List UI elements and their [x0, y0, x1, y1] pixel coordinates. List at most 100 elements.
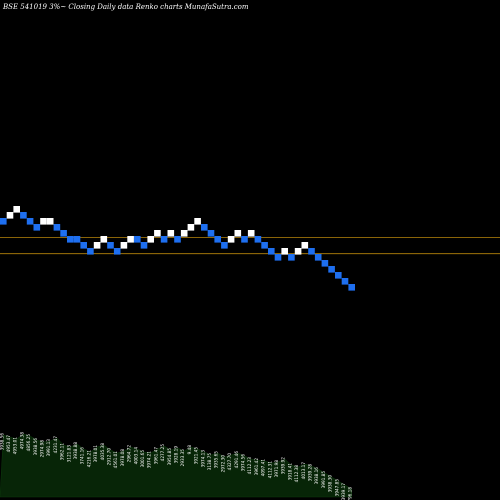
volume-label: 2964.72 [127, 445, 132, 463]
renko-brick [328, 266, 335, 273]
renko-brick [67, 236, 74, 243]
volume-label: 3939.28 [308, 464, 313, 482]
renko-brick [113, 248, 121, 255]
volume-label: 3961.47 [153, 447, 158, 465]
renko-brick [180, 230, 188, 237]
volume-label: 3978.01 [93, 445, 98, 463]
volume-label: 4231.47 [53, 436, 58, 454]
volume-label: 3938.56 [33, 438, 38, 456]
volume-label: 2972.30 [220, 455, 225, 473]
volume-label: 4953.01 [13, 437, 18, 455]
renko-brick [13, 206, 20, 213]
renko-brick [20, 212, 27, 219]
volume-label: 3939.17 [341, 483, 346, 500]
renko-brick [221, 242, 228, 249]
volume-label: 4003.14 [133, 447, 138, 465]
volume-label: 3974.56 [241, 454, 246, 472]
renko-brick [87, 248, 94, 255]
volume-label: 3978.08 [120, 449, 125, 467]
volume-label: 796.18 [348, 487, 353, 500]
renko-brick [174, 236, 181, 243]
volume-label: 3138.75 [207, 453, 212, 471]
volume-label: 3918.41 [287, 463, 292, 481]
volume-label: 2974.98 [40, 440, 45, 458]
renko-brick [301, 242, 309, 249]
renko-brick [93, 242, 101, 249]
volume-label: 4013.17 [301, 462, 306, 480]
renko-brick [261, 242, 268, 249]
volume-label: 3928.19 [174, 446, 179, 464]
renko-brick [154, 230, 161, 237]
volume-label: 3954.85 [167, 448, 172, 466]
volume-label: 3961.42 [254, 458, 259, 476]
renko-brick [308, 248, 315, 255]
volume-label: 3974.13 [200, 450, 205, 468]
renko-brick [26, 218, 34, 225]
volume-labels: 3938.56 4953.47 4953.01 4974.38 4856.25 3938.… [0, 432, 353, 500]
renko-brick [167, 230, 175, 237]
volume-label: 4112.23 [247, 457, 252, 475]
renko-brick [227, 236, 235, 243]
volume-label: 4035.38 [100, 443, 105, 461]
renko-brick [0, 218, 7, 225]
volume-label: 3938.56 [0, 433, 4, 451]
renko-brick [140, 242, 148, 249]
renko-brick [73, 236, 81, 243]
reference-lines [0, 237, 500, 255]
renko-brick [60, 230, 67, 237]
renko-brick [241, 236, 248, 243]
volume-label: 3938.30 [328, 475, 333, 493]
volume-label: 4097.41 [261, 459, 266, 477]
renko-brick [207, 230, 215, 237]
volume-label: 3971.98 [274, 460, 279, 478]
volume-label: 4277.25 [160, 444, 165, 462]
volume-label: 4856.25 [26, 434, 31, 452]
renko-brick [247, 230, 255, 237]
renko-brick [100, 236, 108, 243]
volume-label: 4291.46 [234, 451, 239, 469]
renko-brick [120, 242, 128, 249]
renko-brick [214, 236, 221, 243]
chart-title: BSE 541019 3%~ Closing Daily data Renko … [2, 3, 249, 11]
renko-brick [274, 254, 282, 261]
renko-brick [6, 212, 14, 219]
volume-label: 4216.21 [86, 450, 91, 468]
volume-label: 3001.65 [140, 450, 145, 468]
volume-label: 2933.35 [180, 449, 185, 467]
volume-label: 3962.11 [60, 443, 65, 461]
renko-bricks [0, 206, 355, 291]
renko-brick [46, 218, 54, 225]
renko-brick [314, 254, 322, 261]
renko-brick [147, 236, 154, 243]
volume-label: 3935.65 [214, 451, 219, 469]
renko-brick [234, 230, 242, 237]
renko-brick [348, 284, 355, 291]
volume-label: 9.48 [187, 445, 192, 455]
renko-brick [33, 224, 41, 231]
volume-label: 3991.13 [46, 439, 51, 457]
renko-brick [53, 224, 61, 231]
renko-brick [40, 218, 47, 225]
volume-label: 4327.70 [227, 453, 232, 471]
volume-label: 3939.92 [281, 457, 286, 475]
renko-brick [254, 236, 262, 243]
volume-label: 3974.21 [147, 451, 152, 469]
volume-label: 3938.16 [314, 467, 319, 485]
renko-brick [321, 260, 329, 267]
volume-label: 3121.83 [66, 445, 71, 463]
renko-brick [127, 236, 134, 243]
volume-area [0, 433, 352, 498]
volume-label: 3947.85 [334, 479, 339, 497]
renko-brick [80, 242, 87, 249]
volume-label: 3921.45 [194, 447, 199, 465]
volume-label: 4974.38 [19, 432, 24, 450]
renko-brick [335, 272, 342, 279]
volume-label: 3938.88 [73, 442, 78, 460]
renko-brick [288, 254, 295, 261]
renko-brick [194, 218, 201, 225]
volume-label: 4112.38 [294, 465, 299, 483]
renko-brick [201, 224, 208, 231]
volume-label: 2912.70 [107, 448, 112, 466]
